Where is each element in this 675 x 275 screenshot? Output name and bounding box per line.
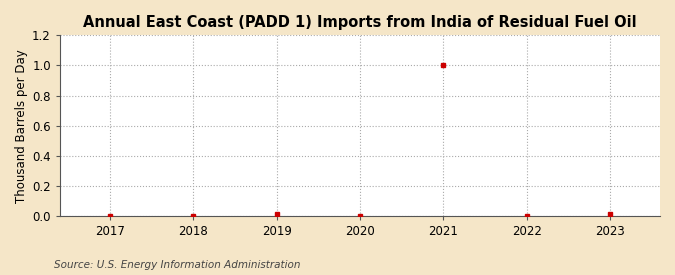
Text: Source: U.S. Energy Information Administration: Source: U.S. Energy Information Administ… <box>54 260 300 270</box>
Title: Annual East Coast (PADD 1) Imports from India of Residual Fuel Oil: Annual East Coast (PADD 1) Imports from … <box>83 15 637 30</box>
Y-axis label: Thousand Barrels per Day: Thousand Barrels per Day <box>15 49 28 202</box>
